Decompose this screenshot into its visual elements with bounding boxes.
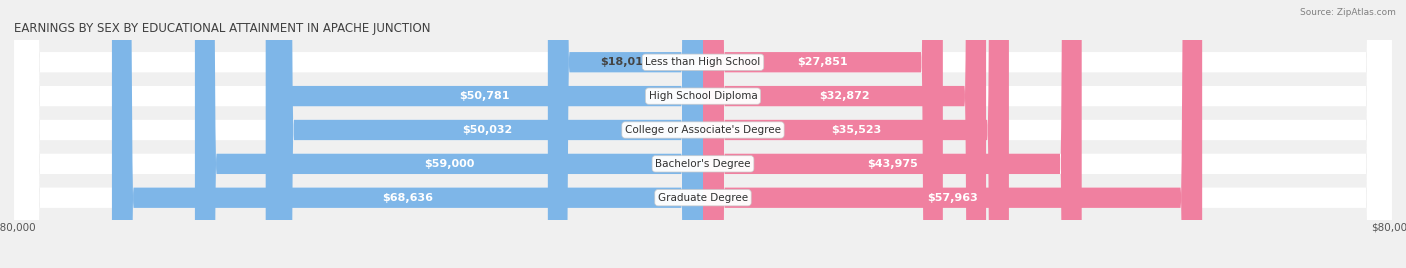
Text: $50,781: $50,781 <box>460 91 509 101</box>
Text: $27,851: $27,851 <box>797 57 848 67</box>
FancyBboxPatch shape <box>703 0 1081 268</box>
Legend: Male, Female: Male, Female <box>650 265 756 268</box>
Text: $68,636: $68,636 <box>382 193 433 203</box>
FancyBboxPatch shape <box>703 0 986 268</box>
FancyBboxPatch shape <box>703 0 1010 268</box>
Text: Less than High School: Less than High School <box>645 57 761 67</box>
Text: $18,017: $18,017 <box>600 57 651 67</box>
Text: Graduate Degree: Graduate Degree <box>658 193 748 203</box>
FancyBboxPatch shape <box>548 0 703 268</box>
Text: $57,963: $57,963 <box>927 193 979 203</box>
Text: $35,523: $35,523 <box>831 125 882 135</box>
Text: Source: ZipAtlas.com: Source: ZipAtlas.com <box>1301 8 1396 17</box>
Text: $50,032: $50,032 <box>463 125 513 135</box>
FancyBboxPatch shape <box>112 0 703 268</box>
FancyBboxPatch shape <box>14 0 1392 268</box>
FancyBboxPatch shape <box>14 0 1392 268</box>
FancyBboxPatch shape <box>703 0 943 268</box>
FancyBboxPatch shape <box>14 0 1392 268</box>
Text: College or Associate's Degree: College or Associate's Degree <box>626 125 780 135</box>
FancyBboxPatch shape <box>266 0 703 268</box>
FancyBboxPatch shape <box>14 0 1392 268</box>
FancyBboxPatch shape <box>273 0 703 268</box>
Text: $32,872: $32,872 <box>820 91 870 101</box>
Text: High School Diploma: High School Diploma <box>648 91 758 101</box>
FancyBboxPatch shape <box>195 0 703 268</box>
Text: $59,000: $59,000 <box>423 159 474 169</box>
Text: $43,975: $43,975 <box>868 159 918 169</box>
FancyBboxPatch shape <box>703 0 1202 268</box>
FancyBboxPatch shape <box>14 0 1392 268</box>
Text: Bachelor's Degree: Bachelor's Degree <box>655 159 751 169</box>
Text: EARNINGS BY SEX BY EDUCATIONAL ATTAINMENT IN APACHE JUNCTION: EARNINGS BY SEX BY EDUCATIONAL ATTAINMEN… <box>14 22 430 35</box>
